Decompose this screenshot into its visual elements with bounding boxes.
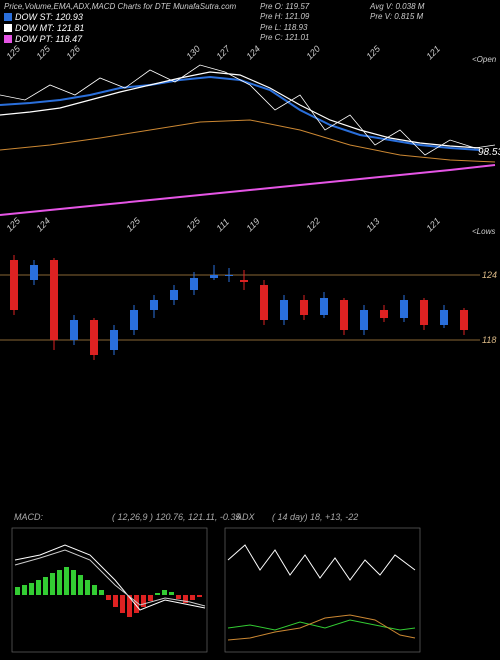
svg-text:130: 130 xyxy=(184,44,202,62)
svg-text:125: 125 xyxy=(4,43,22,61)
svg-text:118: 118 xyxy=(482,335,496,345)
legend-label: DOW MT: 121.81 xyxy=(15,23,84,33)
svg-text:125: 125 xyxy=(364,43,382,61)
legend-item: DOW MT: 121.81 xyxy=(4,23,84,33)
pre-c: Pre C: 121.01 xyxy=(260,33,309,43)
svg-text:98.53: 98.53 xyxy=(478,147,500,158)
macd-params: ( 12,26,9 ) 120.76, 121.11, -0.35 xyxy=(112,512,240,522)
legend-label: DOW ST: 120.93 xyxy=(15,12,83,22)
chart-title: Price,Volume,EMA,ADX,MACD Charts for DTE… xyxy=(4,2,236,11)
svg-text:124: 124 xyxy=(34,216,52,234)
svg-text:125: 125 xyxy=(184,215,202,233)
svg-text:126: 126 xyxy=(64,44,82,62)
legend-swatch xyxy=(4,24,12,32)
svg-text:122: 122 xyxy=(304,216,322,234)
svg-text:119: 119 xyxy=(244,216,261,233)
ohlc-pre: Pre O: 119.57 Pre H: 121.09 Pre L: 118.9… xyxy=(260,2,309,44)
chart-canvas: 125 125 126 130 127 124 120 125 121 <Open 98.53 125… xyxy=(0,0,500,660)
svg-text:125: 125 xyxy=(4,215,22,233)
svg-text:127: 127 xyxy=(214,43,232,61)
svg-text:111: 111 xyxy=(214,217,231,234)
svg-text:<Lows: <Lows xyxy=(472,227,495,236)
avg-v: Avg V: 0.038 M xyxy=(370,2,424,12)
svg-text:124: 124 xyxy=(482,270,497,280)
svg-text:125: 125 xyxy=(34,43,52,61)
legend-swatch xyxy=(4,35,12,43)
svg-text:120: 120 xyxy=(304,44,322,62)
legend-label: DOW PT: 118.47 xyxy=(15,34,82,44)
pre-v: Pre V: 0.815 M xyxy=(370,12,424,22)
macd-title: MACD: xyxy=(14,512,43,522)
legend-item: DOW PT: 118.47 xyxy=(4,34,84,44)
svg-text:121: 121 xyxy=(424,44,442,62)
adx-params: ( 14 day) 18, +13, -22 xyxy=(272,512,358,522)
svg-text:124: 124 xyxy=(244,44,262,62)
pre-h: Pre H: 121.09 xyxy=(260,12,309,22)
legend: DOW ST: 120.93DOW MT: 121.81DOW PT: 118.… xyxy=(4,12,84,45)
pre-l: Pre L: 118.93 xyxy=(260,23,309,33)
volume-avg: Avg V: 0.038 M Pre V: 0.815 M xyxy=(370,2,424,23)
legend-item: DOW ST: 120.93 xyxy=(4,12,84,22)
svg-text:125: 125 xyxy=(124,215,142,233)
svg-text:121: 121 xyxy=(424,216,442,234)
adx-title: ADX xyxy=(236,512,255,522)
pre-o: Pre O: 119.57 xyxy=(260,2,309,12)
legend-swatch xyxy=(4,13,12,21)
svg-text:<Open: <Open xyxy=(472,55,497,64)
svg-text:113: 113 xyxy=(364,216,381,233)
